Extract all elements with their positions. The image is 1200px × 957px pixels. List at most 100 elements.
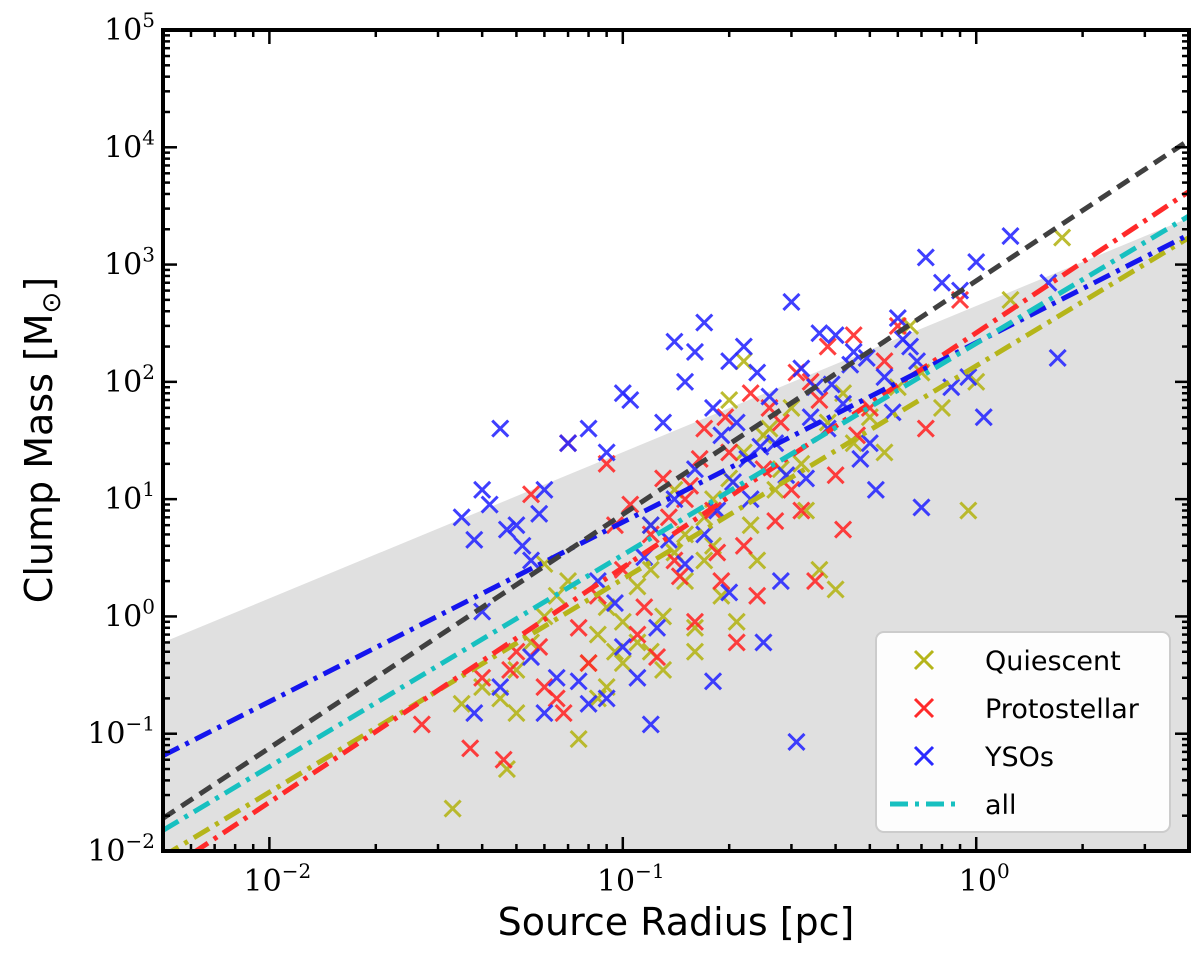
ysos-point xyxy=(1001,227,1020,246)
ysos-point xyxy=(521,551,541,570)
ysos-point xyxy=(777,466,796,485)
protostellar-point xyxy=(712,572,731,591)
quiescent-fit-line xyxy=(167,235,1189,851)
protostellar-point xyxy=(569,618,588,637)
y-tick-label: 100 xyxy=(104,594,155,634)
protostellar-point xyxy=(695,419,714,438)
quiescent-point xyxy=(443,799,462,818)
protostellar-point xyxy=(521,485,541,504)
x-tick-label: 10−1 xyxy=(597,859,665,899)
quiescent-point xyxy=(727,612,746,631)
ysos-point xyxy=(465,704,484,723)
ysos-point xyxy=(513,536,532,555)
protostellar-point xyxy=(818,337,837,356)
ysos-point xyxy=(641,516,660,535)
ysos-point xyxy=(723,472,743,492)
quiescent-point xyxy=(685,642,705,661)
y-tick-label: 10−2 xyxy=(87,829,155,869)
legend-marker-protostellar xyxy=(913,697,935,719)
quiescent-point xyxy=(932,398,952,417)
y-tick-label: 102 xyxy=(104,360,155,400)
protostellar-point xyxy=(734,536,753,555)
quiescent-point xyxy=(875,443,894,462)
protostellar-point xyxy=(412,715,431,734)
protostellar-point xyxy=(716,408,735,427)
ysos-point xyxy=(748,363,767,382)
protostellar-point xyxy=(501,660,520,679)
ysos-point xyxy=(685,342,705,361)
ysos-point xyxy=(613,637,632,656)
protostellar-point xyxy=(473,668,492,687)
y-tick-label: 101 xyxy=(104,477,155,517)
protostellar-point xyxy=(628,625,647,644)
y-tick-label: 103 xyxy=(104,243,155,283)
ysos-point xyxy=(916,248,935,267)
quiescent-point xyxy=(507,704,526,723)
ysos-point xyxy=(473,480,492,499)
quiescent-point xyxy=(569,730,588,749)
reference-line xyxy=(163,138,1189,821)
ysos-point xyxy=(480,495,499,514)
protostellar-point xyxy=(708,543,727,562)
x-tick-label: 10−2 xyxy=(244,859,312,899)
ysos-point xyxy=(967,253,986,272)
ysos-point xyxy=(826,326,845,345)
legend-marker-ysos xyxy=(913,745,935,767)
ysos-point xyxy=(720,583,739,602)
quiescent-point xyxy=(826,580,845,599)
protostellar-point xyxy=(635,598,654,617)
ysos-point xyxy=(507,516,526,535)
legend-label-ysos: YSOs xyxy=(984,742,1054,773)
ysos-point xyxy=(647,618,667,637)
y-tick-label: 105 xyxy=(104,8,155,48)
ysos-point xyxy=(491,419,510,438)
protostellar-point xyxy=(766,512,785,531)
protostellar-point xyxy=(659,508,678,527)
legend-label-protostellar: Protostellar xyxy=(985,694,1140,725)
ysos-point xyxy=(579,694,598,713)
ysos-point xyxy=(720,352,739,371)
ysos-point xyxy=(727,413,746,432)
protostellar-point xyxy=(806,572,825,591)
ysos-point xyxy=(844,342,863,361)
quiescent-point xyxy=(695,551,714,570)
protostellar-point xyxy=(844,326,863,345)
quiescent-point xyxy=(641,560,660,579)
ysos-point xyxy=(579,419,598,438)
protostellar-point xyxy=(621,495,640,514)
ysos-point xyxy=(521,648,541,667)
protostellar-point xyxy=(554,704,573,723)
ysos-point xyxy=(535,480,554,499)
quiescent-point xyxy=(628,633,647,652)
legend: Quiescent Protostellar YSOs all xyxy=(875,631,1171,833)
quiescent-point xyxy=(613,654,632,673)
quiescent-point xyxy=(792,454,811,473)
ysos-point xyxy=(974,408,993,427)
ysos-point xyxy=(883,403,902,422)
quiescent-point xyxy=(685,618,705,637)
protostellar-point xyxy=(547,689,566,708)
ysos-point xyxy=(641,715,660,734)
y-axis-title: Clump Mass [M⊙] xyxy=(17,277,67,603)
ysos-point xyxy=(621,390,640,410)
protostellar-point xyxy=(792,501,811,520)
protostellar-point xyxy=(748,586,767,605)
ysos-point xyxy=(559,434,578,453)
y-tick-label: 10−1 xyxy=(87,712,155,752)
x-tick-label: 100 xyxy=(959,859,1010,899)
legend-box xyxy=(875,631,1171,833)
ysos-point xyxy=(605,594,624,613)
ysos-point xyxy=(628,668,647,687)
quiescent-point xyxy=(720,390,739,410)
ysos-point xyxy=(771,572,790,591)
protostellar-fit-line xyxy=(191,189,1189,851)
protostellar-point xyxy=(916,419,935,438)
plot-frame xyxy=(161,28,1191,853)
quiescent-point xyxy=(959,501,978,520)
ysos-point xyxy=(754,633,773,652)
quiescent-point xyxy=(452,694,471,713)
protostellar-point xyxy=(727,633,746,652)
protostellar-point xyxy=(810,390,829,410)
ysos-point xyxy=(547,668,566,687)
ysos-point xyxy=(675,372,695,391)
